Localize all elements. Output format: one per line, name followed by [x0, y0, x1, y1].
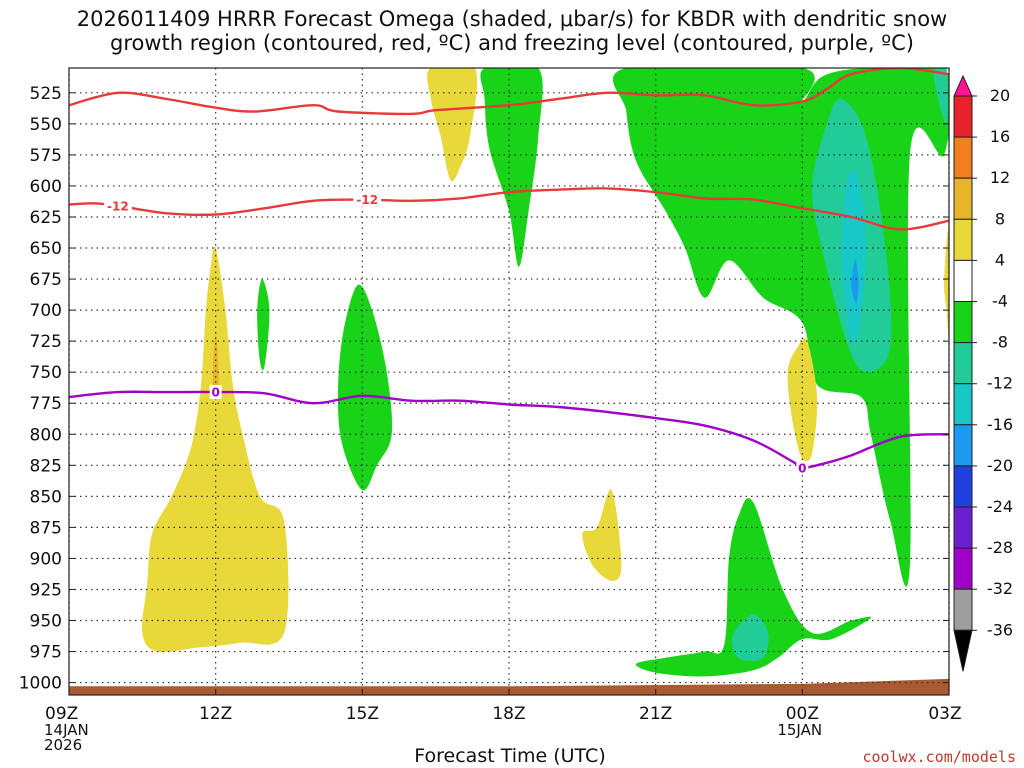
y-tick-label-625: 625: [30, 208, 62, 228]
y-tick-label-850: 850: [30, 487, 62, 507]
y-tick-label-725: 725: [30, 332, 62, 352]
colorbar: 20 16 12 8 4 -4 -8 -12 -16 -20 -24 -28 -32 -36: [953, 74, 1013, 672]
terrain-surface: [69, 678, 949, 695]
contour-labels: -12 -12 0 0: [103, 192, 809, 475]
contour-label-bg: [209, 385, 222, 400]
colorbar-label--24: -24: [987, 497, 1013, 516]
y-tick-label-700: 700: [30, 301, 62, 321]
omega-region-green-15z: [337, 284, 393, 491]
x-tick-label-18Z: 18Z: [492, 704, 525, 724]
contour-dgz-upper: [69, 68, 949, 116]
terrain-fill: [69, 678, 949, 695]
colorbar-label-20: 20: [990, 86, 1010, 105]
colorbar-segment: [953, 259, 973, 302]
chart-title: 2026011409 HRRR Forecast Omega (shaded, …: [0, 7, 1024, 55]
colorbar-label--28: -28: [987, 538, 1013, 557]
x-tick-label-15Z: 15Z: [346, 704, 379, 724]
colorbar-label-12: 12: [990, 168, 1010, 187]
colorbar-segment: [953, 177, 973, 220]
omega-region-green-13z: [257, 279, 270, 371]
colorbar-segment: [953, 218, 973, 261]
colorbar-segment: [953, 342, 973, 385]
x-tick-label-03Z: 03Z: [928, 704, 961, 724]
y-tick-label-975: 975: [30, 643, 62, 663]
contour-label-0: -12: [107, 199, 129, 213]
omega-region-green-upper-19z: [480, 68, 543, 267]
x-axis-title: Forecast Time (UTC): [414, 745, 606, 767]
omega-region-teal-lower: [732, 614, 769, 662]
omega-region-yellow-12z: [141, 246, 289, 653]
colorbar-label-4: 4: [995, 250, 1005, 269]
omega-region-green-lower: [635, 497, 872, 677]
y-tick-label-950: 950: [30, 612, 62, 632]
colorbar-segment: [953, 588, 973, 631]
colorbar-top-triangle: [953, 74, 973, 97]
contour-freezing-level: [69, 390, 949, 470]
colorbar-segment: [953, 301, 973, 344]
x-tick-label-12Z: 12Z: [199, 704, 232, 724]
y-tick-label-800: 800: [30, 425, 62, 445]
y-tick-label-525: 525: [30, 84, 62, 104]
x-tick-label-21Z: 21Z: [639, 704, 672, 724]
colorbar-label--32: -32: [987, 579, 1013, 598]
y-tick-label-925: 925: [30, 580, 62, 600]
colorbar-label--4: -4: [992, 292, 1008, 311]
y-tick-label-775: 775: [30, 394, 62, 414]
omega-region-cyan-right: [841, 169, 867, 344]
y-tick-label-550: 550: [30, 115, 62, 135]
colorbar-segment: [953, 547, 973, 590]
contour-label-bg: [103, 198, 132, 213]
contour-lines: [69, 68, 949, 470]
colorbar-segment: [953, 424, 973, 467]
y-axis: 525 550 575 600 625 650 675 700 725 750 775 800 825 8…: [19, 84, 949, 694]
y-tick-label-875: 875: [30, 518, 62, 538]
colorbar-label--16: -16: [987, 415, 1013, 434]
date-label-15JAN: 15JAN: [777, 723, 822, 738]
contour-dgz-lower: [69, 187, 949, 231]
chart-title-line2: growth region (contoured, red, ºC) and f…: [110, 31, 914, 55]
colorbar-label--20: -20: [987, 456, 1013, 475]
y-tick-label-600: 600: [30, 177, 62, 197]
colorbar-label--12: -12: [987, 374, 1013, 393]
colorbar-segment: [953, 136, 973, 179]
omega-region-blue-right: [851, 259, 859, 304]
x-axis: 09Z 12Z 15Z 18Z 21Z 00Z 03Z: [45, 689, 962, 724]
colorbar-segment: [953, 95, 973, 138]
x-tick-label-09Z: 09Z: [45, 704, 78, 724]
y-tick-label-750: 750: [30, 363, 62, 383]
contour-label-3: 0: [798, 461, 806, 475]
x-tick-label-00Z: 00Z: [786, 704, 819, 724]
date-label-14JAN: 14JAN 2026: [44, 723, 89, 753]
date-label-line: 15JAN: [777, 721, 823, 739]
contour-label-bg: [353, 192, 382, 207]
y-tick-label-650: 650: [30, 239, 62, 259]
omega-region-yellow-00z: [787, 337, 818, 463]
colorbar-label--8: -8: [992, 333, 1008, 352]
chart-title-line1: 2026011409 HRRR Forecast Omega (shaded, …: [76, 7, 948, 31]
contour-label-2: 0: [211, 386, 219, 400]
y-tick-label-575: 575: [30, 146, 62, 166]
omega-region-orange-12z: [212, 334, 219, 400]
site-credit[interactable]: coolwx.com/models: [862, 748, 1016, 766]
omega-region-yellow-upper-16z: [427, 68, 478, 181]
colorbar-label-8: 8: [995, 209, 1005, 228]
omega-region-teal-top-right-edge: [933, 68, 948, 125]
y-tick-label-675: 675: [30, 270, 62, 290]
contour-label-1: -12: [356, 193, 378, 207]
contour-label-bg: [796, 460, 809, 475]
date-label-line: 2026: [44, 736, 83, 754]
colorbar-label--36: -36: [987, 620, 1013, 639]
y-tick-label-825: 825: [30, 456, 62, 476]
date-label-line: 14JAN: [44, 721, 89, 739]
colorbar-bottom-triangle: [953, 629, 973, 672]
y-tick-label-1000: 1000: [19, 674, 62, 694]
y-tick-label-900: 900: [30, 549, 62, 569]
colorbar-segment: [953, 465, 973, 508]
colorbar-segment: [953, 383, 973, 426]
colorbar-segment: [953, 506, 973, 549]
colorbar-label-16: 16: [990, 127, 1010, 146]
